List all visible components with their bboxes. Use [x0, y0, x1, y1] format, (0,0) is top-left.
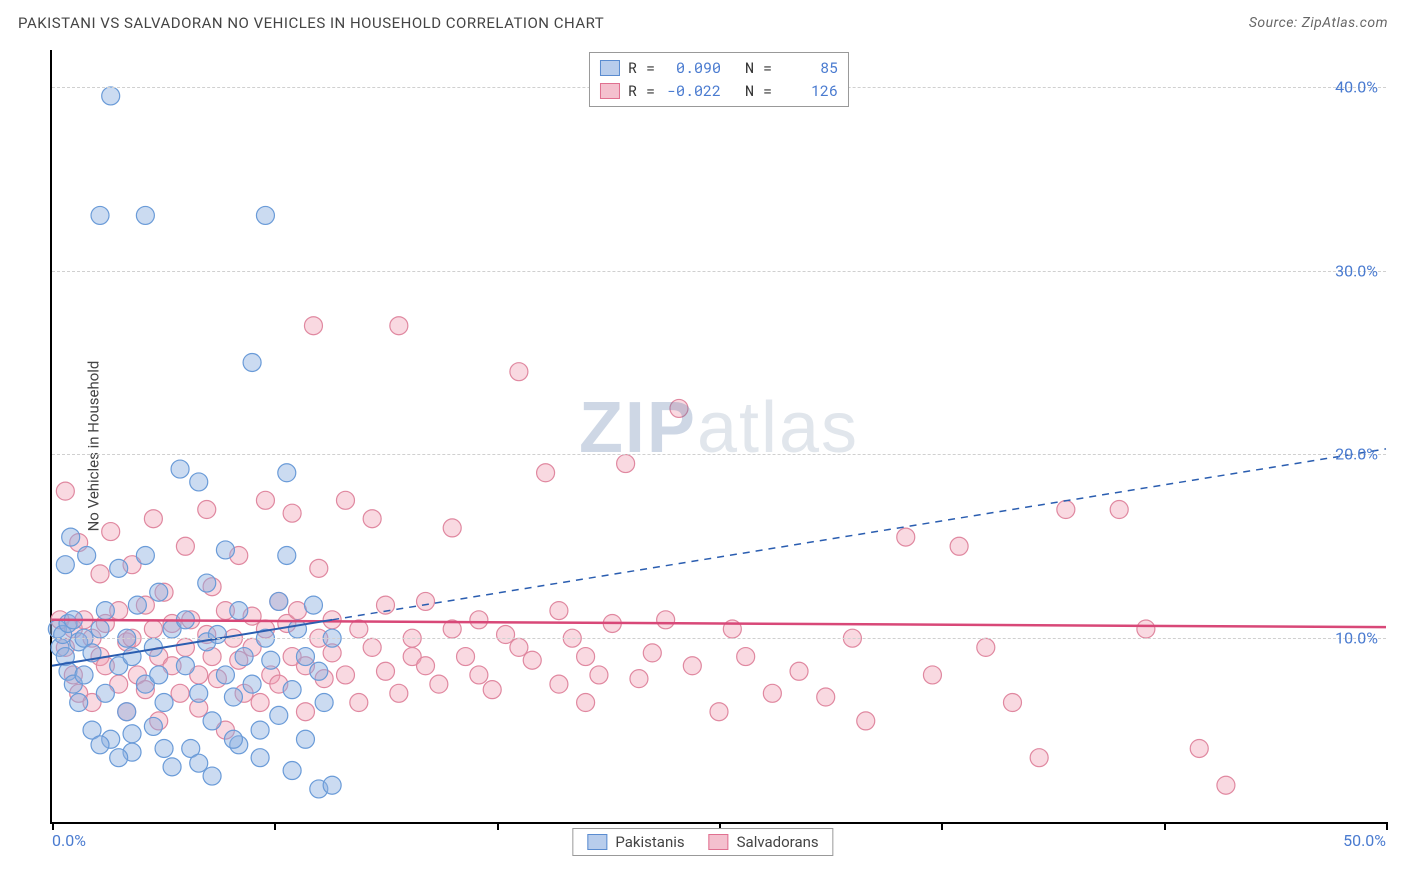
source-attribution: Source: ZipAtlas.com	[1249, 15, 1388, 31]
y-tick-label: 30.0%	[1335, 261, 1378, 280]
legend-swatch-salvadorans	[709, 834, 729, 850]
y-tick-label: 40.0%	[1335, 77, 1378, 96]
stats-row-pakistanis: R = 0.090 N = 85	[600, 57, 838, 80]
x-tick-label-max: 50.0%	[1343, 831, 1386, 850]
r-label: R =	[628, 80, 655, 103]
series-legend: Pakistanis Salvadorans	[572, 828, 833, 856]
n-value-pakistanis: 85	[780, 57, 838, 80]
legend-label-salvadorans: Salvadorans	[737, 833, 819, 851]
y-tick-label: 10.0%	[1335, 629, 1378, 648]
swatch-salvadorans	[600, 83, 620, 99]
legend-label-pakistanis: Pakistanis	[615, 833, 684, 851]
r-value-pakistanis: 0.090	[663, 57, 721, 80]
n-value-salvadorans: 126	[780, 80, 838, 103]
y-tick-label: 20.0%	[1335, 445, 1378, 464]
legend-swatch-pakistanis	[587, 834, 607, 850]
chart-title: PAKISTANI VS SALVADORAN NO VEHICLES IN H…	[18, 14, 604, 32]
legend-item-pakistanis: Pakistanis	[587, 833, 684, 851]
scatter-svg	[52, 50, 1386, 822]
r-value-salvadorans: -0.022	[663, 80, 721, 103]
legend-item-salvadorans: Salvadorans	[709, 833, 819, 851]
correlation-stats-box: R = 0.090 N = 85 R = -0.022 N = 126	[589, 52, 849, 107]
swatch-pakistanis	[600, 60, 620, 76]
n-label: N =	[745, 57, 772, 80]
n-label: N =	[745, 80, 772, 103]
stats-row-salvadorans: R = -0.022 N = 126	[600, 80, 838, 103]
r-label: R =	[628, 57, 655, 80]
chart-plot-area: R = 0.090 N = 85 R = -0.022 N = 126 ZIPa…	[50, 50, 1386, 824]
x-tick-label-min: 0.0%	[52, 831, 86, 850]
